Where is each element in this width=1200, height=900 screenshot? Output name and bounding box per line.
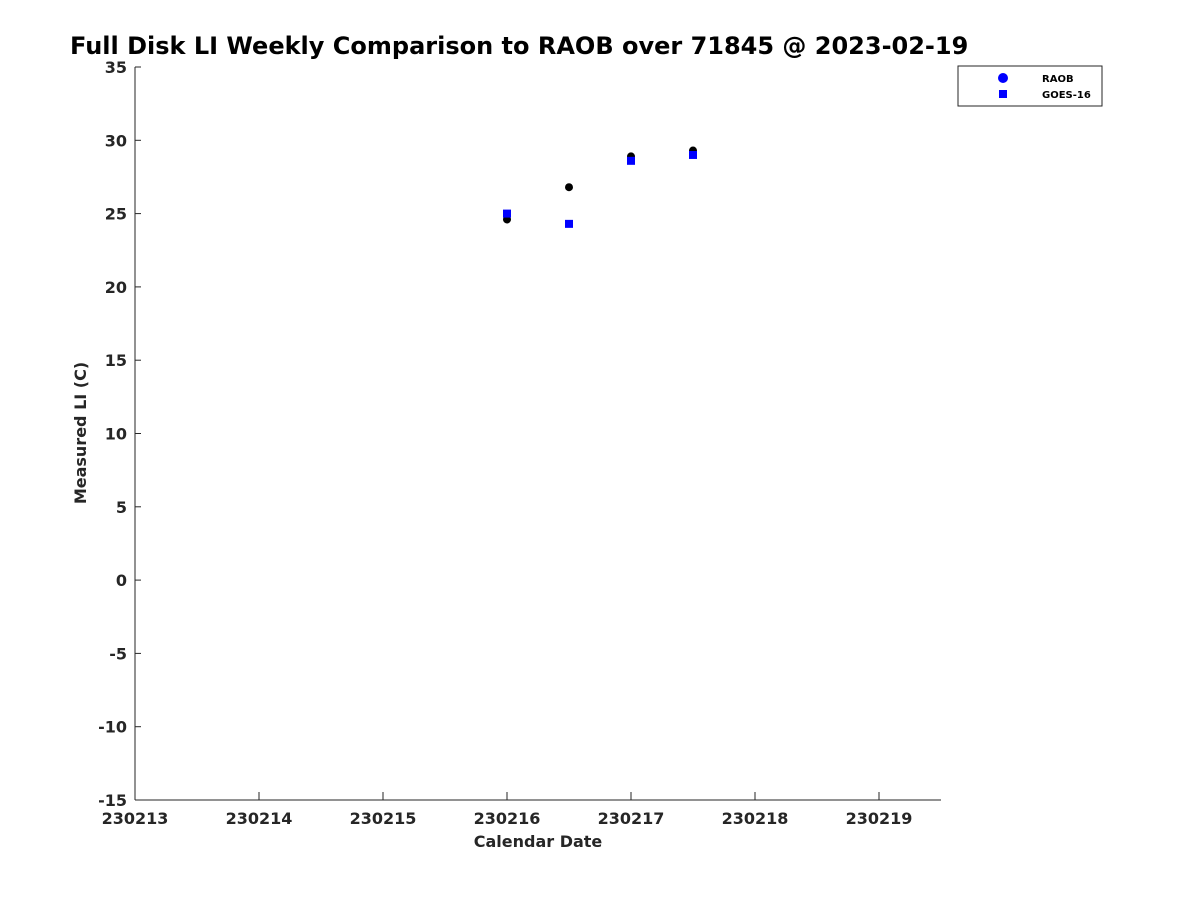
chart-title: Full Disk LI Weekly Comparison to RAOB o… bbox=[70, 32, 968, 60]
x-tick-label: 230217 bbox=[598, 809, 665, 828]
x-axis-label: Calendar Date bbox=[474, 832, 603, 851]
y-tick-label: 35 bbox=[105, 58, 127, 77]
x-tick-label: 230219 bbox=[846, 809, 913, 828]
goes-16-point bbox=[689, 150, 697, 159]
x-tick-label: 230216 bbox=[474, 809, 541, 828]
y-tick-label: -5 bbox=[109, 644, 127, 663]
y-tick-label: -15 bbox=[98, 791, 127, 810]
y-axis-ticks: 35 30 25 20 15 10 5 0 -5 -10 -15 bbox=[98, 58, 141, 810]
legend-marker-raob bbox=[998, 73, 1008, 83]
x-axis-ticks: 230213 230214 230215 230216 230217 230218 2302… bbox=[102, 792, 913, 828]
y-tick-label: 15 bbox=[105, 351, 127, 370]
y-tick-label: 25 bbox=[105, 205, 127, 224]
y-axis-label: Measured LI (C) bbox=[71, 362, 90, 504]
x-tick-label: 230215 bbox=[350, 809, 417, 828]
data-points bbox=[503, 146, 697, 228]
goes-16-point bbox=[503, 209, 511, 218]
y-tick-label: -10 bbox=[98, 718, 127, 737]
y-tick-label: 10 bbox=[105, 425, 127, 444]
x-tick-label: 230213 bbox=[102, 809, 169, 828]
y-tick-label: 20 bbox=[105, 278, 127, 297]
x-tick-label: 230214 bbox=[226, 809, 293, 828]
goes-16-point bbox=[627, 156, 635, 165]
legend-marker-goes-16 bbox=[999, 90, 1007, 98]
y-tick-label: 30 bbox=[105, 131, 127, 150]
y-tick-label: 0 bbox=[116, 571, 127, 590]
chart-legend: RAOB GOES-16 bbox=[957, 65, 1103, 107]
raob-point bbox=[565, 183, 573, 192]
y-tick-label: 5 bbox=[116, 498, 127, 517]
legend-box bbox=[957, 65, 1103, 107]
legend-label-goes-16: GOES-16 bbox=[1042, 90, 1091, 101]
legend-label-raob: RAOB bbox=[1042, 74, 1074, 85]
x-tick-label: 230218 bbox=[722, 809, 789, 828]
goes-16-point bbox=[565, 219, 573, 228]
